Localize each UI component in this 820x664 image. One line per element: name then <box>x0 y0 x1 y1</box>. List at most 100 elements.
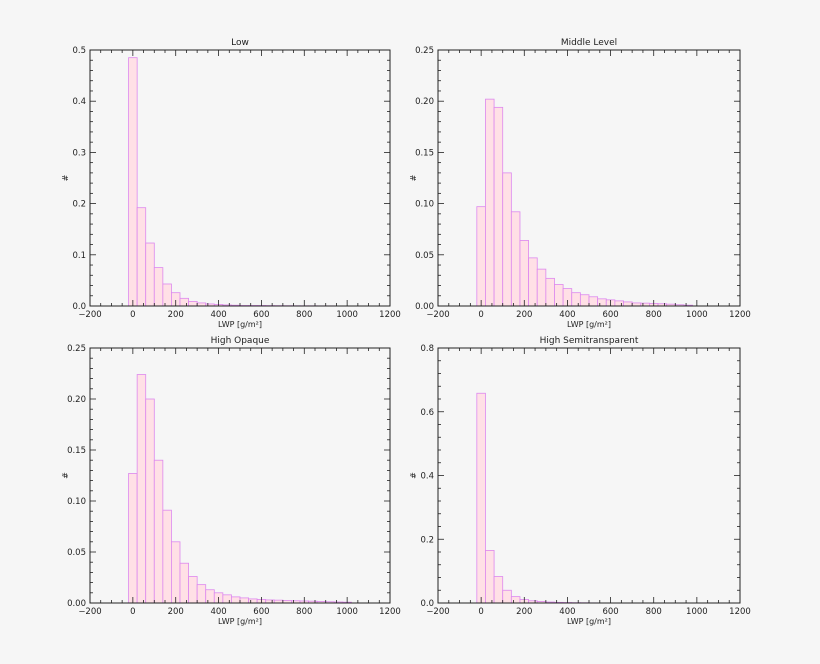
y-tick-label: 0.25 <box>415 46 434 56</box>
y-tick-label: 0.10 <box>67 497 86 507</box>
y-tick-label: 0.05 <box>415 251 434 261</box>
y-tick-label: 0.1 <box>72 251 86 261</box>
x-tick-label: 0 <box>478 607 483 617</box>
x-tick-label: −200 <box>78 607 101 617</box>
histogram-bar <box>231 596 241 604</box>
x-axis-label: LWP [g/m²] <box>218 320 262 329</box>
y-tick-label: 0.10 <box>415 200 434 210</box>
histogram-bar <box>145 398 155 604</box>
x-axis-label: LWP [g/m²] <box>567 320 611 329</box>
histogram-bar <box>597 298 607 307</box>
histogram-bar <box>162 509 172 604</box>
histogram-bar <box>128 57 138 307</box>
x-tick-label: 600 <box>602 607 618 617</box>
histogram-bar <box>153 459 164 604</box>
histogram-bar <box>188 300 198 307</box>
histogram-bar <box>136 207 147 307</box>
y-tick-label: 0.05 <box>67 548 86 558</box>
y-tick-label: 0.25 <box>67 344 86 354</box>
histogram-bar <box>248 598 258 604</box>
histogram-bar <box>171 541 181 604</box>
x-tick-label: 1000 <box>336 310 358 320</box>
x-tick-label: 1200 <box>729 310 751 320</box>
histogram-panel: −200 0 200 400 600 800 1000 1200 0.0 0.1 0.2 0.3 0.4… <box>61 38 401 329</box>
x-tick-label: 800 <box>296 607 312 617</box>
x-tick-label: 400 <box>559 310 575 320</box>
x-tick-label: 200 <box>516 607 532 617</box>
y-axis-label: # <box>61 174 70 181</box>
histogram-bar <box>545 277 555 307</box>
y-axis-label: # <box>409 472 418 479</box>
y-tick-label: 0.0 <box>72 302 86 312</box>
histogram-bar <box>493 106 504 307</box>
histogram-bar <box>528 257 538 307</box>
histogram-bar <box>239 597 249 604</box>
y-tick-label: 0.20 <box>415 97 434 107</box>
histogram-bar <box>554 284 564 307</box>
y-tick-label: 0.5 <box>72 46 86 56</box>
histogram-bar <box>205 589 215 604</box>
panel-title: High Semitransparent <box>540 336 639 346</box>
y-tick-label: 0.2 <box>420 535 434 545</box>
histogram-bar <box>196 584 207 604</box>
x-tick-label: −200 <box>426 310 449 320</box>
histogram-bar <box>510 211 521 307</box>
y-axis-label: # <box>409 174 418 181</box>
histogram-bar <box>502 589 512 604</box>
x-tick-label: 0 <box>130 607 135 617</box>
histogram-bar <box>485 550 495 604</box>
histogram-bar <box>493 576 504 604</box>
histogram-bar <box>476 392 486 604</box>
x-tick-label: −200 <box>426 607 449 617</box>
histogram-bar <box>128 473 138 604</box>
y-tick-label: 0.0 <box>420 599 434 609</box>
x-tick-label: 800 <box>296 310 312 320</box>
x-tick-label: 400 <box>559 607 575 617</box>
histogram-panel: −200 0 200 400 600 800 1000 1200 0.00 0.05 0.10 0.1… <box>409 38 751 329</box>
histogram-bar <box>188 576 198 604</box>
x-tick-label: 400 <box>210 607 226 617</box>
y-tick-label: 0.00 <box>415 302 434 312</box>
y-tick-label: 0.6 <box>420 408 434 418</box>
x-tick-label: 800 <box>646 607 662 617</box>
x-axis-label: LWP [g/m²] <box>218 617 262 626</box>
histogram-bar <box>153 267 164 307</box>
x-tick-label: 600 <box>253 607 269 617</box>
histogram-bar <box>179 562 189 604</box>
x-tick-label: 1200 <box>729 607 751 617</box>
x-tick-label: 0 <box>130 310 135 320</box>
histogram-bar <box>162 283 172 307</box>
histogram-bar <box>614 300 624 307</box>
y-tick-label: 0.4 <box>72 97 86 107</box>
histogram-bar <box>222 594 232 604</box>
y-axis-label: # <box>61 472 70 479</box>
x-tick-label: 600 <box>253 310 269 320</box>
x-tick-label: 1200 <box>379 607 401 617</box>
x-tick-label: 200 <box>168 310 184 320</box>
y-tick-label: 0.00 <box>67 599 86 609</box>
panel-title: High Opaque <box>211 336 270 346</box>
histogram-panel: −200 0 200 400 600 800 1000 1200 0.00 0.05 0.10 0.1… <box>61 336 401 626</box>
y-tick-label: 0.15 <box>415 148 434 158</box>
y-tick-label: 0.20 <box>67 395 86 405</box>
y-tick-label: 0.15 <box>67 446 86 456</box>
histogram-bar <box>136 374 147 604</box>
x-tick-label: 1000 <box>336 607 358 617</box>
histogram-bar <box>579 294 590 307</box>
x-tick-label: 1000 <box>686 310 708 320</box>
histogram-bar <box>145 242 155 307</box>
y-tick-label: 0.2 <box>72 200 86 210</box>
x-tick-label: 200 <box>516 310 532 320</box>
panel-title: Middle Level <box>561 38 617 48</box>
x-tick-label: 800 <box>646 310 662 320</box>
x-tick-label: 1000 <box>686 607 708 617</box>
panel-title: Low <box>231 38 249 48</box>
y-tick-label: 0.4 <box>420 472 434 482</box>
histogram-bar <box>519 240 530 307</box>
x-tick-label: 600 <box>602 310 618 320</box>
histogram-bar <box>476 206 486 307</box>
histogram-bar <box>571 292 581 307</box>
histogram-bar <box>485 98 495 307</box>
histogram-bar <box>502 172 512 307</box>
